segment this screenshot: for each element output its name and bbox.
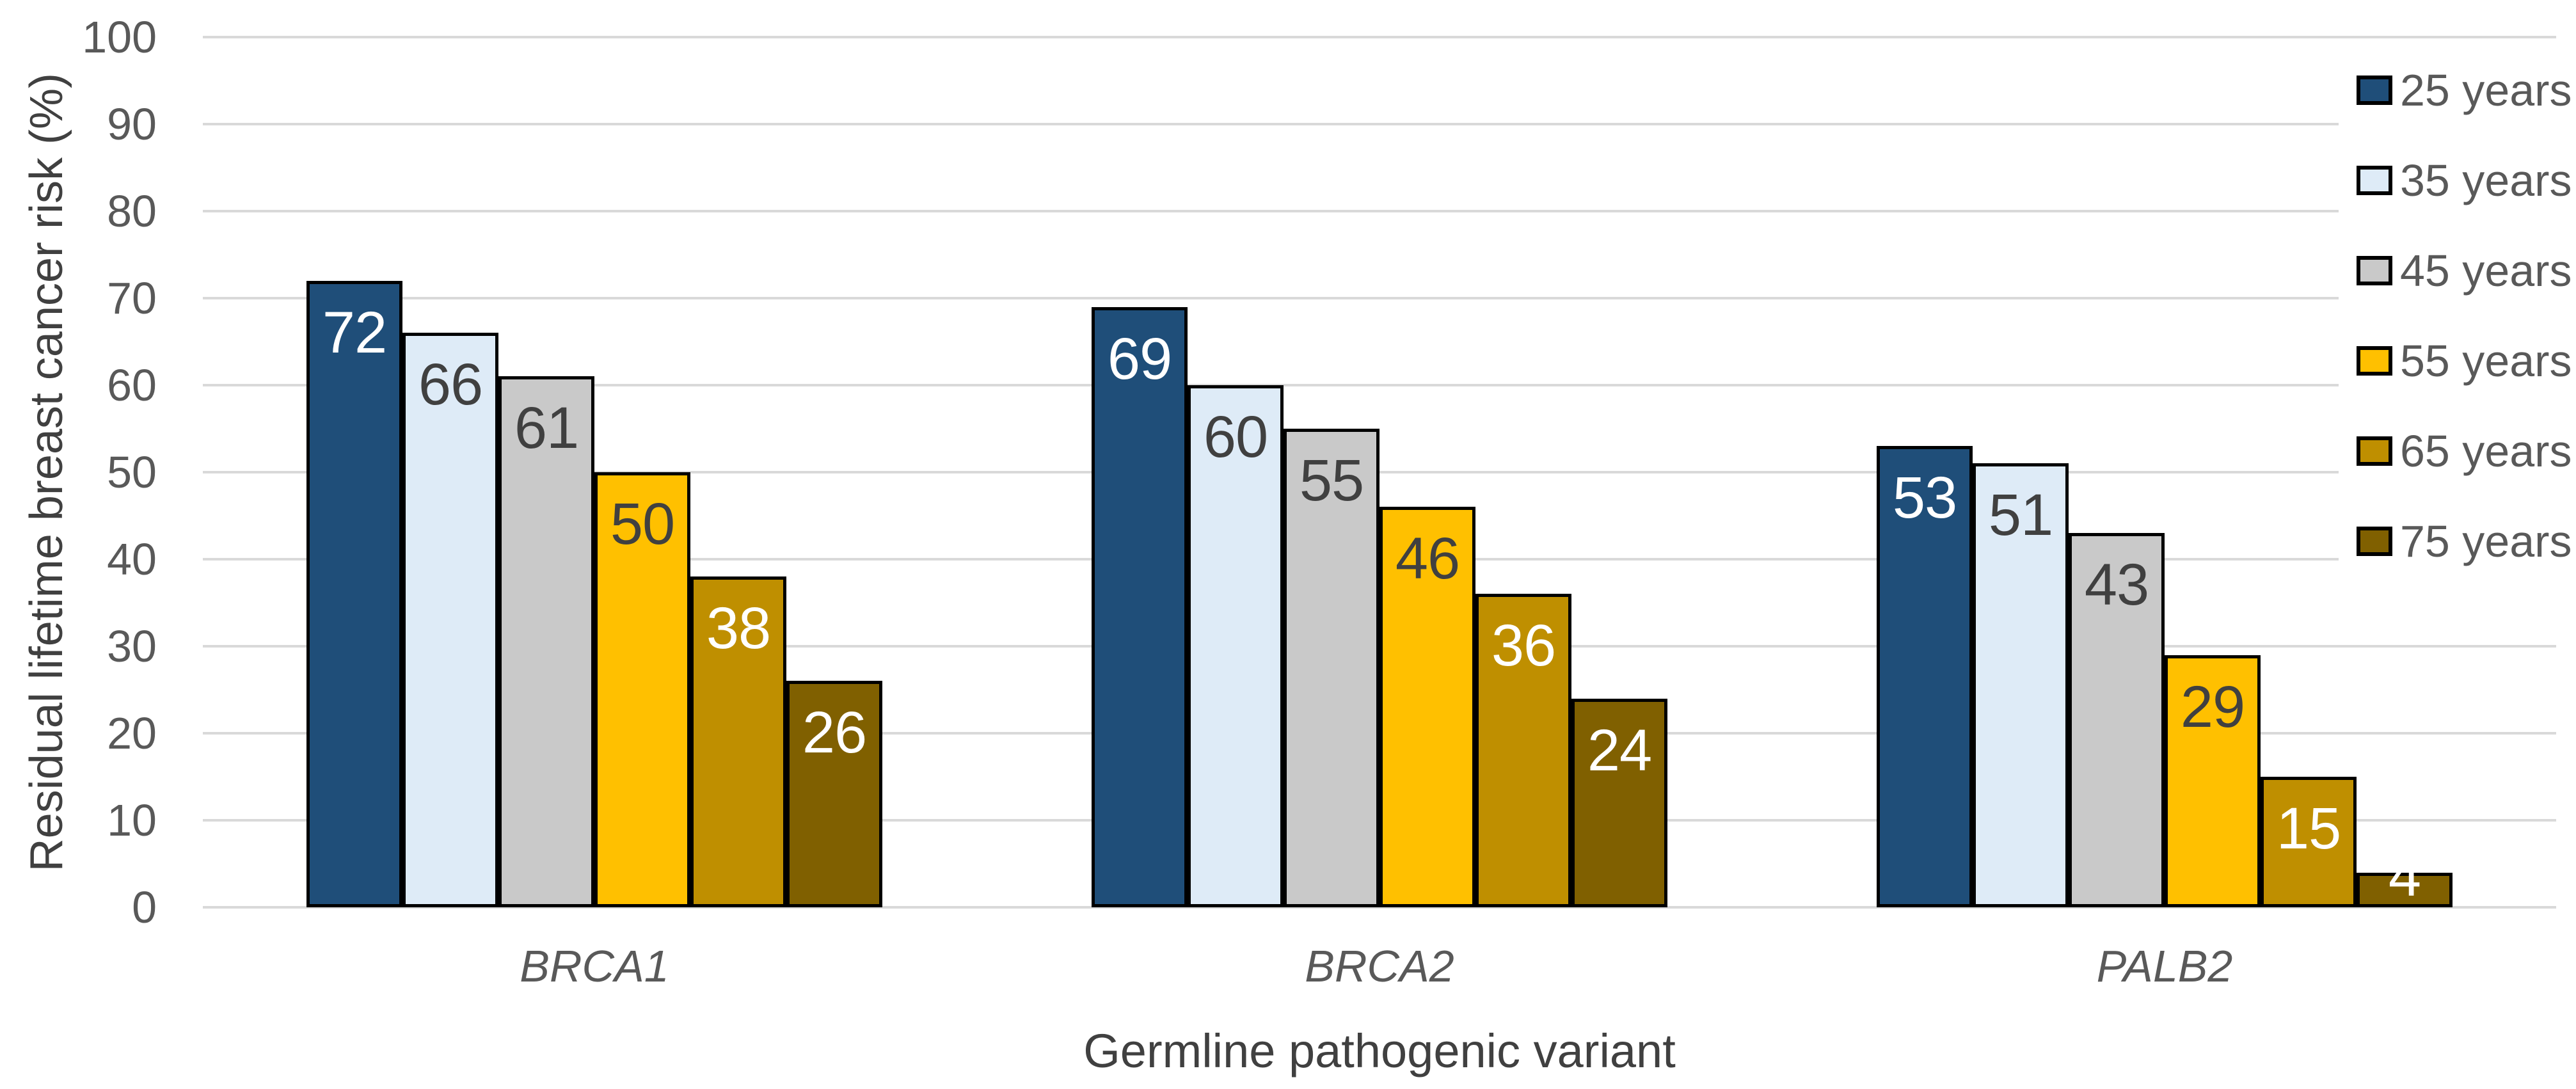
bar-brca1-65-years: 38	[690, 576, 786, 907]
bar-group-brca1: 72 66 61 50 38 26	[306, 37, 882, 907]
y-tick-label: 90	[107, 99, 157, 149]
bar-brca1-75-years: 26	[786, 681, 882, 907]
bar-brca2-65-years: 36	[1475, 594, 1571, 907]
legend-label: 45 years	[2400, 245, 2572, 296]
bar-value-label: 53	[1892, 465, 1957, 531]
bar-brca2-75-years: 24	[1571, 698, 1667, 907]
legend-swatch	[2357, 75, 2392, 105]
y-tick-label: 80	[107, 186, 157, 236]
legend-item-75-years: 75 years	[2357, 496, 2576, 586]
bar-brca1-45-years: 61	[498, 376, 594, 907]
bar-value-label: 61	[514, 395, 579, 461]
legend-swatch	[2357, 165, 2392, 195]
y-tick-label: 100	[82, 12, 157, 62]
legend-item-65-years: 65 years	[2357, 406, 2576, 496]
legend-label: 25 years	[2400, 65, 2572, 115]
bar-value-label: 72	[322, 299, 387, 365]
bar-value-label: 60	[1203, 404, 1268, 470]
bar-group-brca2: 69 60 55 46 36 24	[1092, 37, 1667, 907]
bar-value-label: 29	[2180, 674, 2245, 740]
y-tick-label: 40	[107, 534, 157, 584]
bar-value-label: 46	[1395, 526, 1460, 592]
bar-brca1-55-years: 50	[594, 472, 690, 907]
bar-palb2-65-years: 15	[2261, 777, 2357, 907]
x-axis-line	[203, 906, 2556, 909]
gridline	[203, 384, 2556, 386]
bar-value-label: 36	[1491, 613, 1556, 679]
legend-label: 75 years	[2400, 516, 2572, 566]
bar-value-label: 26	[802, 700, 867, 766]
gridline	[203, 123, 2556, 125]
bar-value-label: 24	[1587, 717, 1652, 783]
y-tick-label: 10	[107, 795, 157, 845]
y-tick-label: 20	[107, 708, 157, 758]
legend-swatch	[2357, 436, 2392, 466]
bar-group-palb2: 53 51 43 29 15 4	[1877, 37, 2453, 907]
bar-palb2-45-years: 43	[2069, 533, 2165, 907]
bar-palb2-25-years: 53	[1877, 446, 1973, 907]
y-tick-label: 30	[107, 621, 157, 671]
bar-value-label: 15	[2276, 796, 2341, 861]
legend-swatch	[2357, 255, 2392, 285]
bar-value-label: 51	[1988, 482, 2053, 548]
category-label-palb2: PALB2	[2096, 941, 2233, 991]
bar-brca2-45-years: 55	[1284, 429, 1379, 907]
y-tick-label: 70	[107, 273, 157, 323]
bar-brca1-25-years: 72	[306, 280, 402, 907]
legend-label: 35 years	[2400, 155, 2572, 205]
category-label-brca1: BRCA1	[520, 941, 669, 991]
legend-item-55-years: 55 years	[2357, 315, 2576, 406]
bar-palb2-35-years: 51	[1973, 463, 2069, 907]
legend: 25 years 35 years 45 years 55 years 65 years…	[2339, 40, 2576, 591]
legend-swatch	[2357, 526, 2392, 556]
legend-item-25-years: 25 years	[2357, 45, 2576, 135]
bar-value-label: 43	[2084, 552, 2149, 618]
legend-label: 65 years	[2400, 425, 2572, 476]
plot-area: 72 66 61 50 38 26 69 60 55 46 36 24 53 51 43 29 15 4	[203, 36, 2556, 909]
category-label-brca2: BRCA2	[1305, 941, 1454, 991]
bar-brca2-25-years: 69	[1092, 306, 1188, 907]
gridline	[203, 471, 2556, 473]
y-tick-label: 60	[107, 360, 157, 410]
bar-brca2-35-years: 60	[1188, 385, 1284, 907]
y-tick-label: 50	[107, 447, 157, 497]
bar-value-label: 4	[2388, 843, 2421, 909]
x-axis-title: Germline pathogenic variant	[1083, 1024, 1676, 1077]
gridline	[203, 210, 2556, 212]
bar-value-label: 69	[1107, 326, 1172, 392]
bar-brca1-35-years: 66	[402, 333, 498, 907]
bar-palb2-55-years: 29	[2165, 655, 2261, 907]
y-tick-label: 0	[132, 882, 157, 932]
bar-value-label: 55	[1299, 448, 1364, 513]
legend-swatch	[2357, 346, 2392, 376]
bar-value-label: 50	[610, 491, 675, 557]
gridline	[203, 36, 2556, 38]
gridline	[203, 297, 2556, 299]
bar-value-label: 38	[706, 596, 771, 662]
legend-item-35-years: 35 years	[2357, 135, 2576, 225]
legend-item-45-years: 45 years	[2357, 225, 2576, 315]
bar-palb2-75-years: 4	[2357, 847, 2453, 907]
bar-brca2-55-years: 46	[1379, 507, 1475, 907]
bar-value-label: 66	[418, 352, 483, 418]
legend-label: 55 years	[2400, 335, 2572, 386]
